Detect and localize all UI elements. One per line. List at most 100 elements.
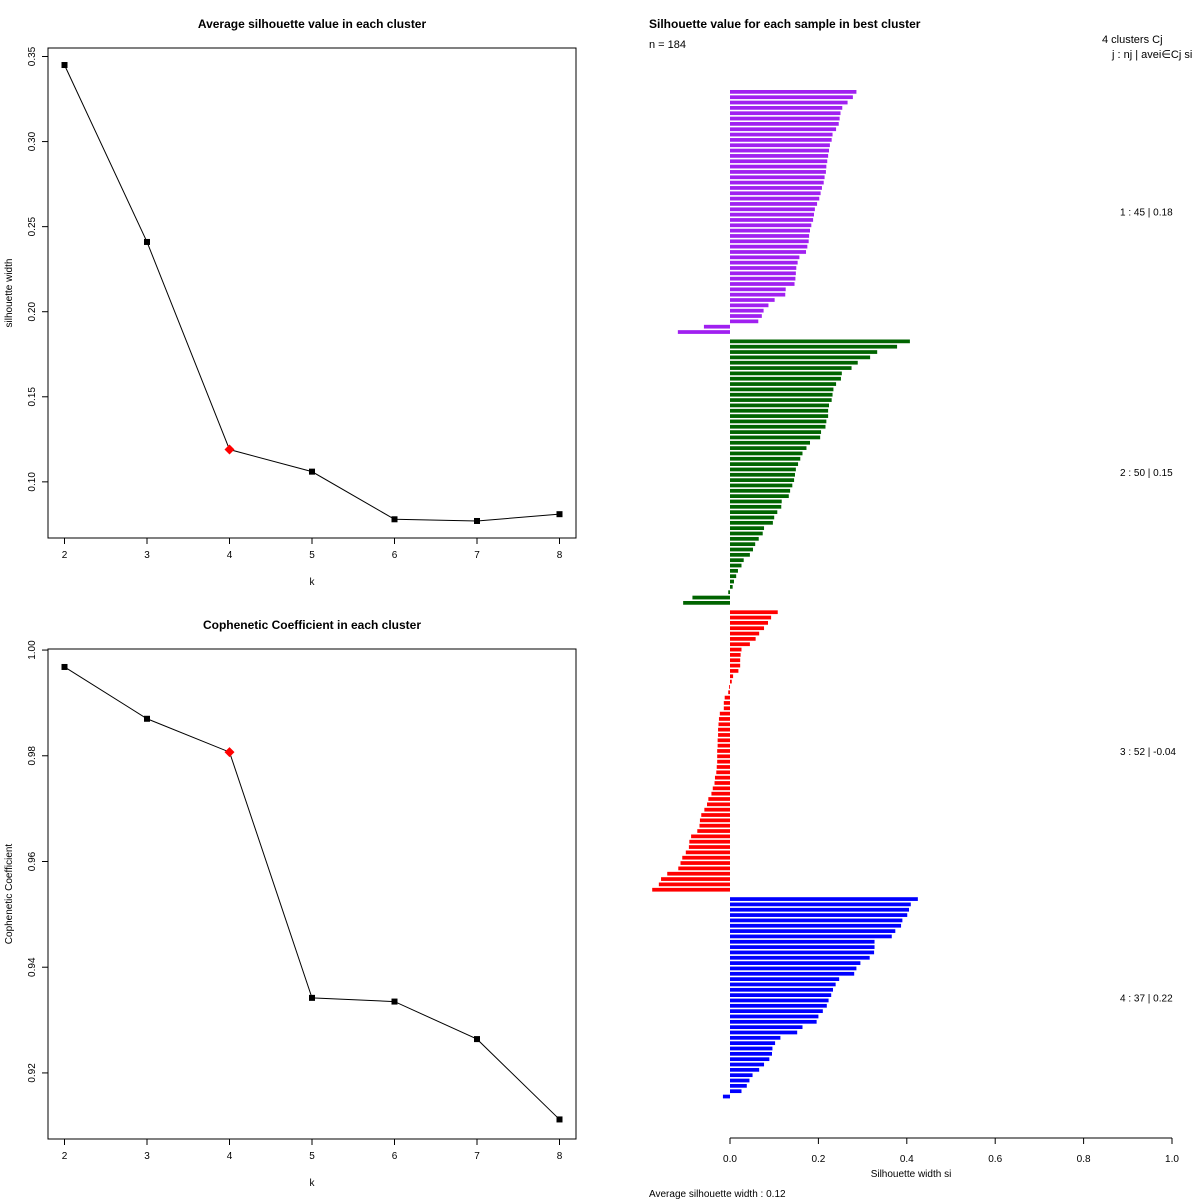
silhouette-bar-c4 [730,1067,760,1072]
silhouette-bar-c2 [730,440,811,445]
y-tick-label: 0.98 [27,746,38,766]
silhouette-x-ticks: 2 3 4 5 6 7 8 [62,538,563,561]
silhouette-bar-c2 [730,451,803,456]
silhouette-bar-c2 [692,595,730,600]
x-tick-label: 4 [227,550,233,561]
x-tick-label: 0.6 [988,1154,1002,1165]
silhouette-bar-c2 [730,350,878,354]
silhouette-bar-c3 [718,727,730,732]
silhouette-bar-c4 [730,1035,781,1040]
silhouette-width-axis-label: Silhouette width si [871,1169,952,1180]
silhouette-bar-c1 [730,100,848,105]
y-tick-label: 0.25 [27,216,38,236]
silhouette-plot-frame [47,47,577,539]
silhouette-bar-c3 [723,706,730,711]
silhouette-bar-c4 [730,998,829,1003]
y-tick-label: 0.15 [27,387,38,407]
silhouette-bar-c4 [730,1014,819,1019]
silhouette-bar-c2 [730,526,765,531]
cophenetic-y-axis-label: Cophenetic Coefficient [4,844,15,945]
silhouette-bar-c3 [701,813,730,817]
silhouette-bar-c3 [717,743,730,748]
silhouette-bar-c3 [714,775,730,780]
silhouette-bar-c2 [683,601,730,605]
silhouette-bar-c1 [730,143,830,148]
silhouette-bar-c2 [730,360,858,365]
silhouette-bar-c3 [730,679,732,684]
silhouette-bar-c4 [730,1019,817,1024]
silhouette-bar-c2 [730,558,744,563]
silhouette-bar-c4 [730,1041,776,1046]
silhouette-bar-c1 [730,148,830,153]
silhouette-bar-c3 [682,855,730,860]
data-point-k3 [144,238,150,245]
silhouette-bar-c4 [730,939,875,944]
cluster-label-4: 4 : 37 | 0.22 [1120,994,1173,1005]
y-tick-label: 1.00 [27,640,38,660]
x-tick-label: 6 [392,1151,398,1162]
silhouette-bar-c2 [730,430,822,434]
silhouette-bar-c4 [730,1003,827,1008]
data-point-k8 [556,1116,563,1123]
silhouette-bar-c3 [730,610,778,615]
silhouette-bar-c3 [708,797,730,801]
silhouette-bar-c4 [730,1030,798,1035]
silhouette-bar-c3 [707,802,730,807]
silhouette-bar-c1 [730,196,820,201]
silhouette-bar-c4 [730,907,910,912]
silhouette-series-line [64,64,560,522]
silhouette-bar-c2 [730,339,910,344]
silhouette-bar-c1 [730,132,833,137]
silhouette-bar-c1 [730,170,826,174]
silhouette-bar-c1 [730,255,800,260]
silhouette-bar-c3 [730,642,750,647]
cophenetic-plot-frame [47,648,577,1140]
silhouette-bar-c3 [718,717,730,721]
silhouette-bar-c3 [730,637,756,641]
silhouette-bar-c3 [711,791,730,796]
silhouette-bar-c3 [685,850,730,855]
silhouette-bar-c2 [730,392,833,397]
cluster-label-2: 2 : 50 | 0.15 [1120,468,1173,479]
silhouette-bar-c2 [730,446,807,450]
y-tick-label: 0.92 [27,1063,38,1083]
silhouette-bar-c1 [730,164,827,169]
silhouette-bar-c2 [730,387,834,392]
cophenetic-x-axis-label: k [310,1178,316,1189]
silhouette-bar-c3 [718,722,730,727]
silhouette-bar-c1 [730,180,824,185]
silhouette-bar-c2 [730,344,898,349]
silhouette-bar-c3 [719,711,730,716]
cophenetic-chart-title: Cophenetic Coefficient in each cluster [203,618,421,632]
highlight-point-k4 [224,444,235,455]
silhouette-bar-c4 [730,1089,742,1094]
silhouette-bar-c3 [730,631,760,636]
silhouette-bar-c4 [730,1046,773,1051]
silhouette-bar-c4 [730,923,902,928]
highlight-point-k4 [224,747,235,758]
silhouette-bar-c2 [730,488,791,493]
cophenetic-series-line [64,666,560,1120]
data-point-k3 [144,715,150,722]
silhouette-bar-c4 [730,955,870,960]
silhouette-chart-title: Average silhouette value in each cluster [198,17,427,31]
cophenetic-points [61,663,563,1123]
silhouette-bar-c4 [730,929,896,933]
silhouette-bar-c2 [730,547,753,552]
silhouette-bar-c2 [730,552,750,557]
data-point-k8 [556,511,563,518]
silhouette-bar-c1 [677,330,730,334]
silhouette-bar-c3 [712,786,730,791]
silhouette-bar-c3 [716,770,730,775]
x-tick-label: 0.0 [723,1154,737,1165]
silhouette-bar-c1 [730,111,841,116]
y-tick-label: 0.30 [27,131,38,151]
x-tick-label: 2 [62,1151,68,1162]
data-point-k7 [474,517,480,524]
silhouette-bar-c3 [718,733,730,737]
silhouette-bar-c2 [730,371,842,376]
silhouette-bar-c1 [730,276,796,281]
silhouette-bar-c1 [730,186,822,190]
silhouette-bar-c4 [730,987,833,992]
